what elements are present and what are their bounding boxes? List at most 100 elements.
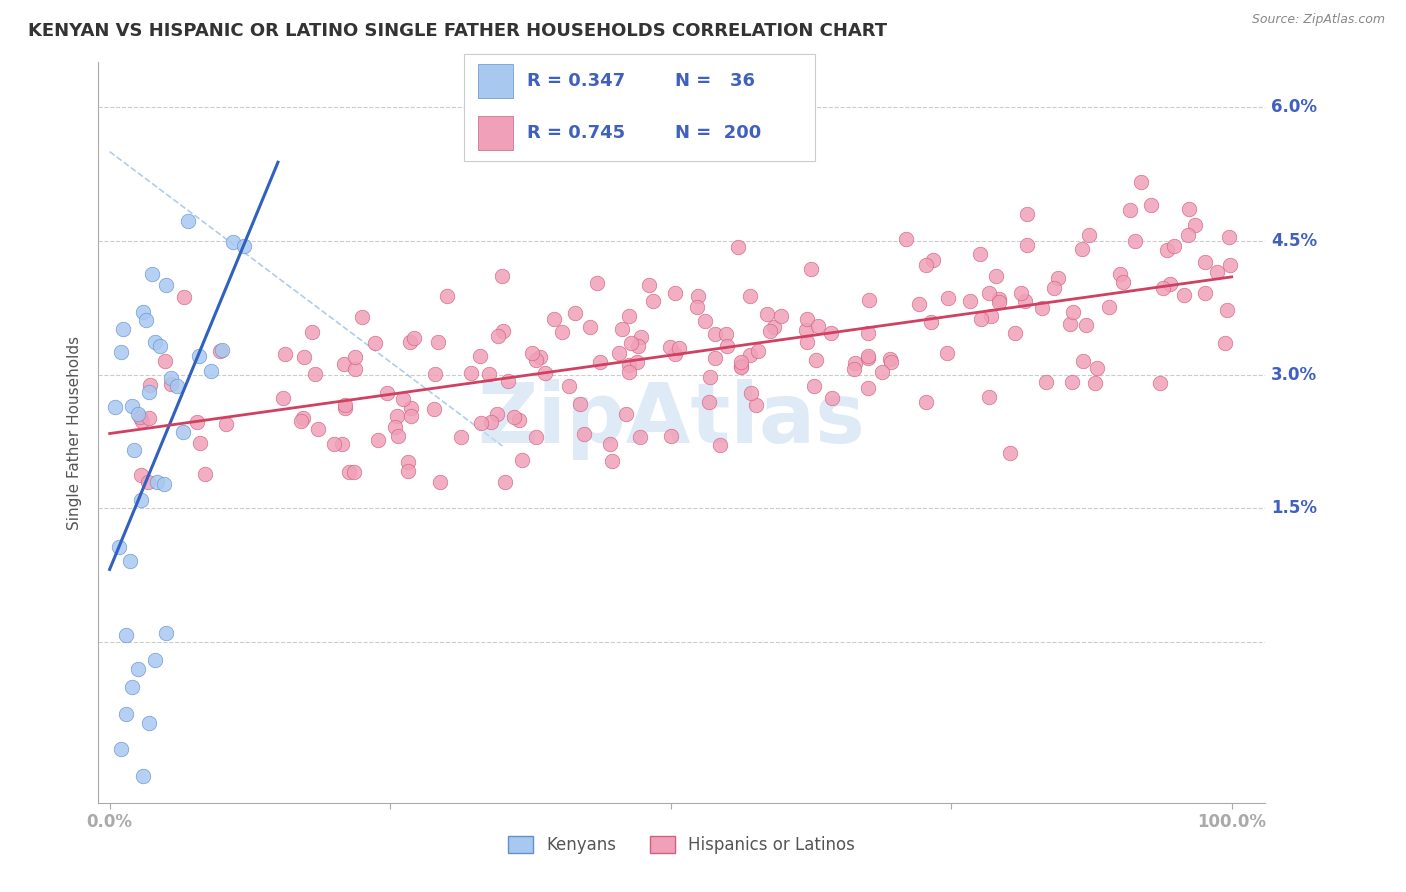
Point: [479, 415, 502, 429]
Point: [387, 429, 409, 443]
Point: [1130, 175, 1153, 189]
Point: [703, 326, 725, 341]
Point: [628, 429, 651, 443]
Point: [574, 427, 596, 442]
Point: [172, 425, 194, 439]
Point: [396, 464, 419, 478]
Point: [703, 351, 725, 366]
Point: [399, 409, 422, 424]
Point: [543, 312, 565, 326]
Point: [987, 292, 1010, 306]
Point: [1084, 376, 1107, 391]
Point: [747, 344, 769, 359]
Point: [333, 401, 356, 415]
Y-axis label: Single Father Households: Single Father Households: [67, 335, 83, 530]
Point: [1077, 228, 1099, 243]
Point: [323, 436, 346, 450]
Point: [668, 341, 690, 355]
Point: [558, 379, 581, 393]
Point: [115, 628, 138, 642]
Point: [803, 378, 825, 392]
Point: [155, 278, 177, 293]
Point: [1109, 267, 1132, 281]
Point: [970, 312, 993, 326]
Point: [880, 355, 903, 369]
Point: [821, 392, 844, 406]
Point: [740, 385, 762, 400]
Point: [508, 413, 530, 427]
Point: [399, 334, 422, 349]
Point: [307, 422, 329, 436]
Point: [908, 297, 931, 311]
Point: [107, 540, 129, 554]
Point: [494, 475, 516, 489]
Point: [425, 367, 447, 381]
Point: [143, 335, 166, 350]
Point: [686, 301, 709, 315]
Point: [1139, 198, 1161, 212]
Point: [377, 386, 399, 401]
Point: [491, 269, 513, 284]
Point: [794, 323, 817, 337]
Point: [870, 365, 893, 379]
Point: [988, 295, 1011, 310]
Text: N =  200: N = 200: [675, 124, 761, 142]
Point: [716, 339, 738, 353]
Point: [222, 235, 245, 249]
Point: [697, 394, 720, 409]
Point: [301, 325, 323, 339]
Point: [626, 355, 648, 369]
Point: [589, 354, 612, 368]
Point: [1031, 301, 1053, 316]
Point: [470, 349, 492, 363]
Point: [200, 364, 222, 378]
Text: 3.0%: 3.0%: [1271, 366, 1317, 384]
Point: [160, 370, 183, 384]
Point: [524, 429, 547, 443]
Point: [1004, 326, 1026, 340]
Point: [110, 742, 132, 756]
Point: [159, 376, 181, 391]
Point: [820, 326, 842, 341]
Point: [1010, 285, 1032, 300]
Point: [617, 365, 640, 379]
Point: [233, 239, 256, 253]
Point: [1035, 375, 1057, 389]
Point: [110, 345, 132, 359]
Point: [127, 662, 149, 676]
Point: [1177, 202, 1199, 217]
Point: [921, 253, 943, 268]
Point: [699, 370, 721, 384]
Point: [1156, 243, 1178, 257]
Point: [969, 247, 991, 261]
Point: [637, 278, 659, 293]
Point: [856, 326, 879, 340]
Point: [664, 285, 686, 300]
Text: 4.5%: 4.5%: [1271, 232, 1317, 250]
Point: [188, 349, 211, 363]
Point: [343, 361, 366, 376]
Point: [138, 715, 160, 730]
Point: [104, 400, 127, 414]
Point: [404, 331, 426, 345]
Point: [367, 434, 389, 448]
Point: [1123, 234, 1146, 248]
Point: [138, 411, 160, 425]
Point: [136, 475, 159, 489]
Point: [1073, 353, 1095, 368]
Point: [627, 338, 650, 352]
Point: [492, 324, 515, 338]
Point: [423, 401, 446, 416]
Point: [1159, 277, 1181, 292]
Point: [1184, 218, 1206, 232]
Point: [659, 341, 682, 355]
Point: [193, 467, 215, 481]
Point: [568, 397, 591, 411]
Point: [188, 436, 211, 450]
Point: [769, 310, 792, 324]
Point: [155, 626, 177, 640]
Point: [1047, 270, 1070, 285]
Point: [124, 443, 146, 458]
Point: [740, 348, 762, 362]
Point: [564, 306, 586, 320]
